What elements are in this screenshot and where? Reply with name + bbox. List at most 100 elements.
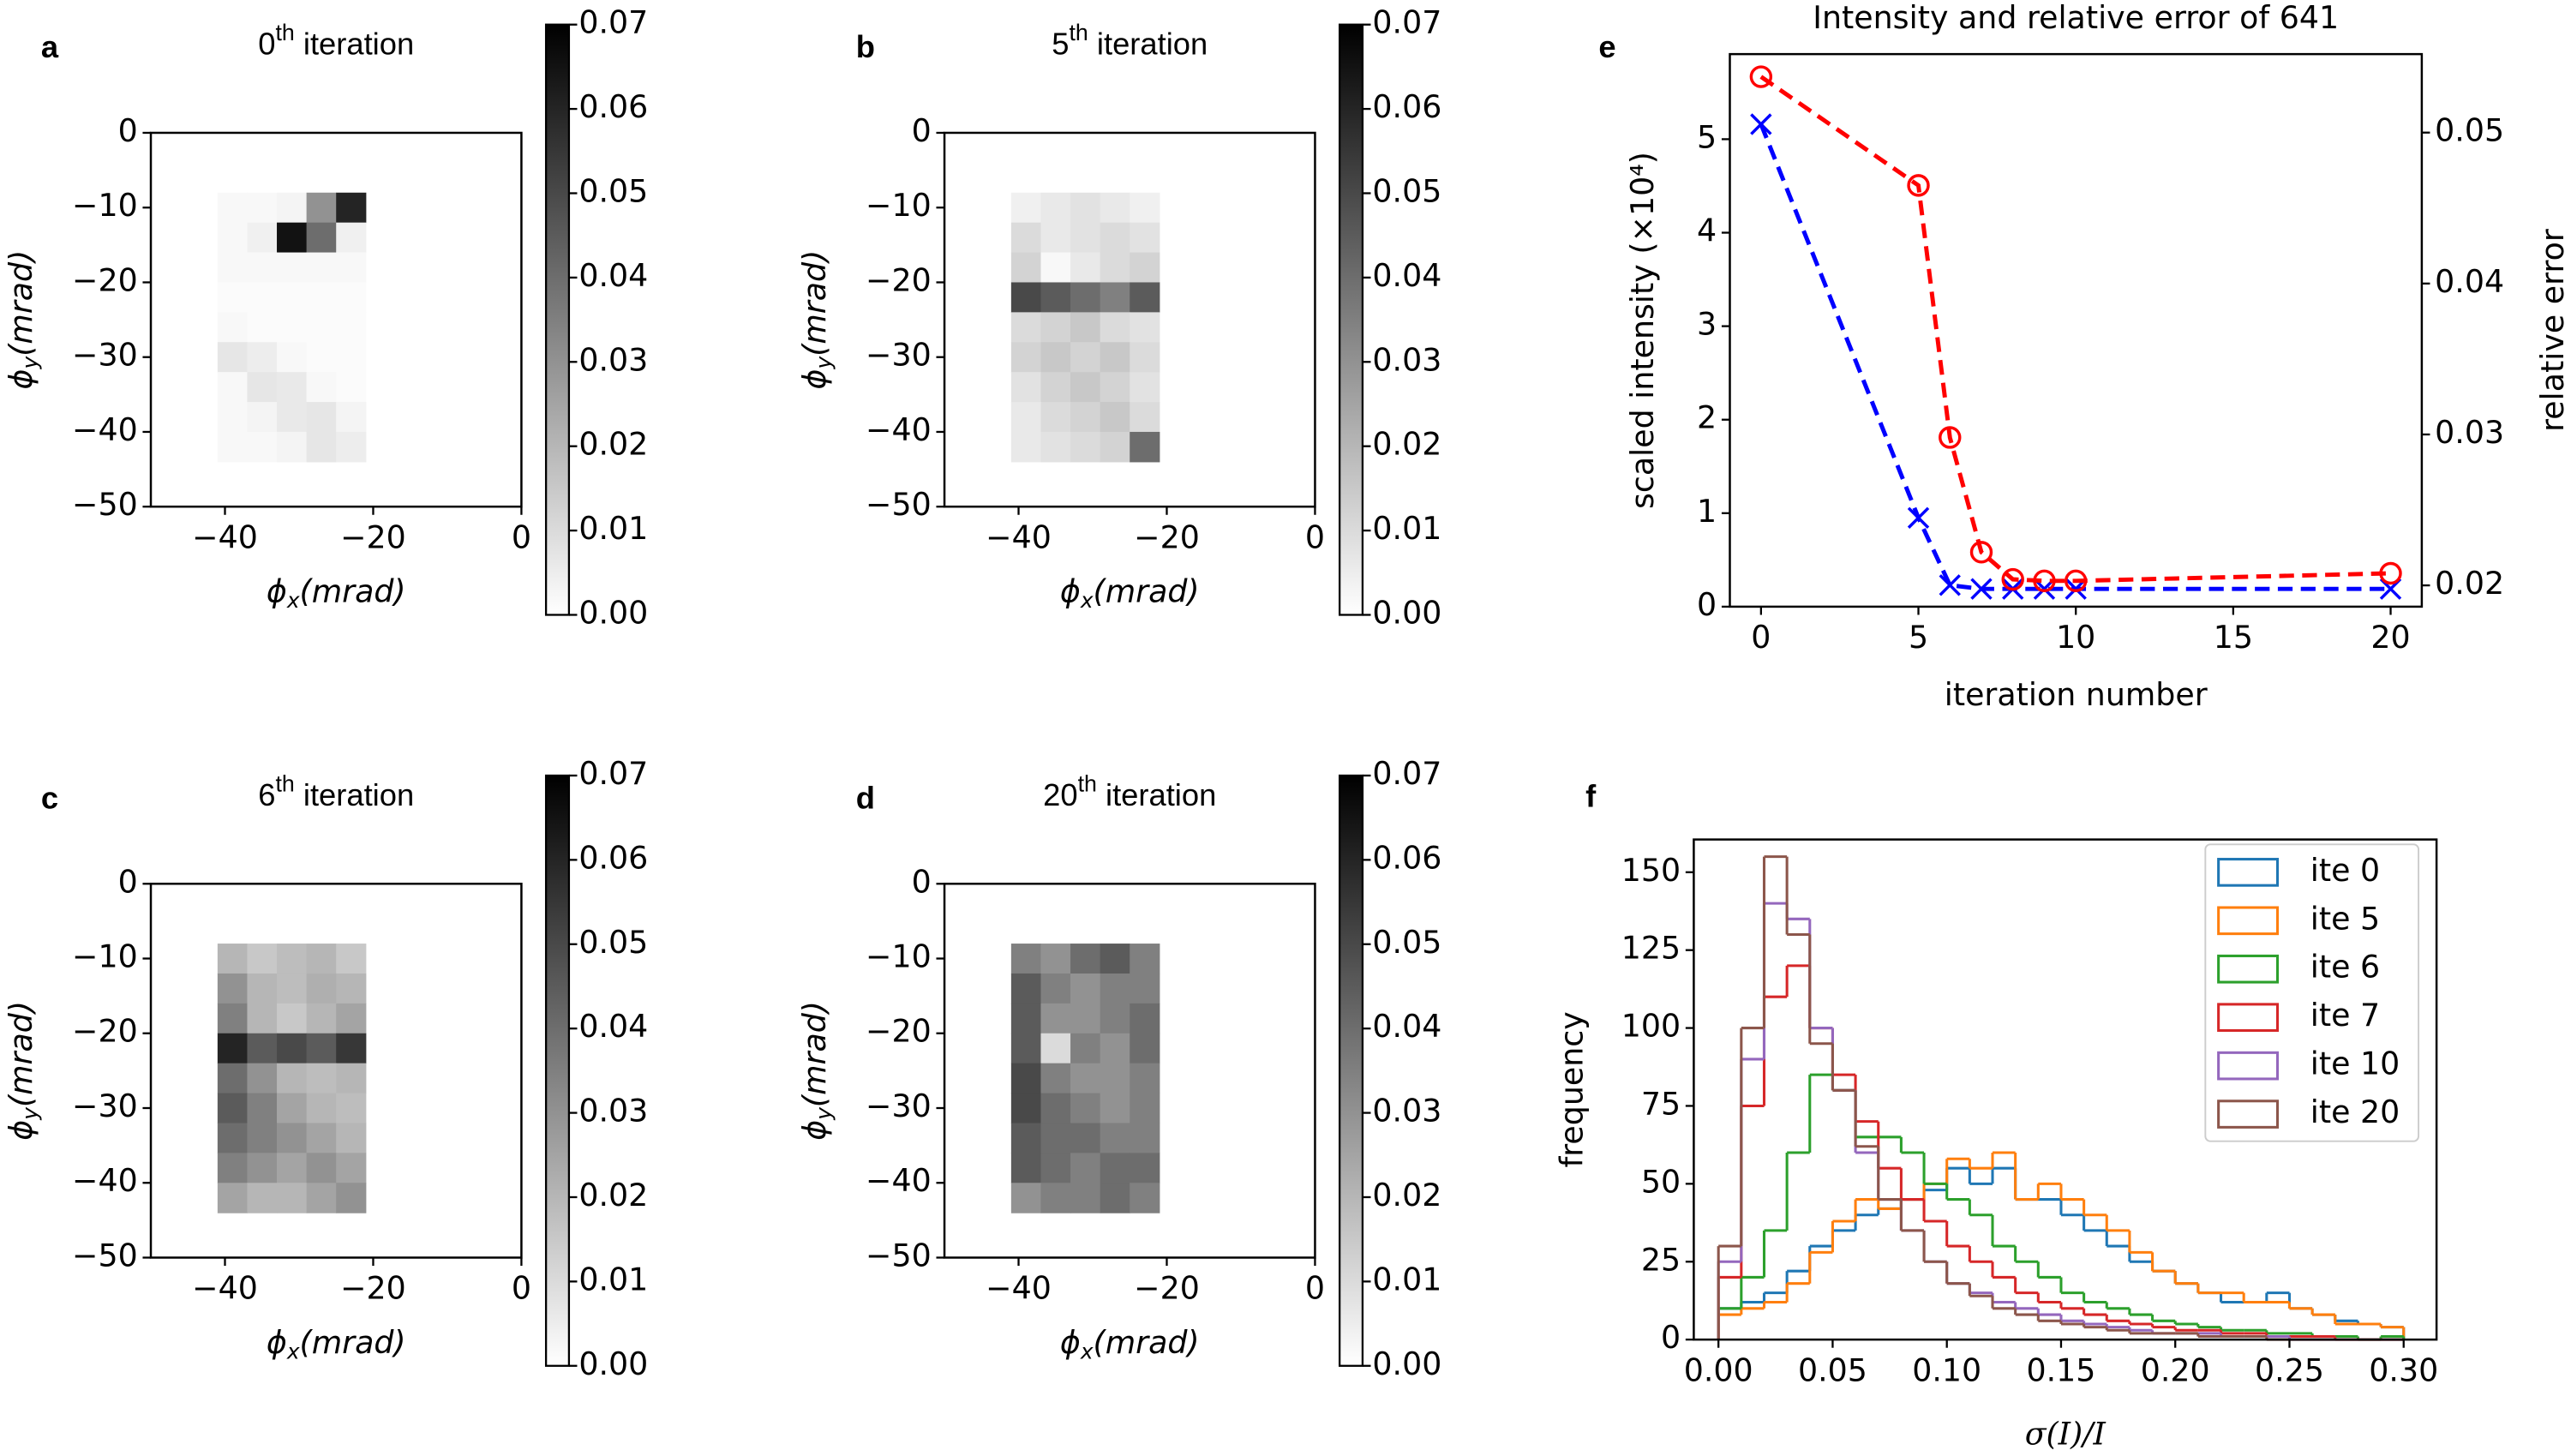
heatmap-cell	[1070, 431, 1101, 463]
y-tick-label: 125	[1621, 930, 1681, 967]
x-tick-label: −40	[986, 1270, 1052, 1307]
legend-label: ite 20	[2310, 1093, 2400, 1130]
x-tick-label: 0.25	[2255, 1351, 2324, 1388]
heatmap-cell	[247, 1153, 278, 1183]
heatmap-cell	[1040, 1093, 1071, 1124]
heatmap-cell	[1070, 1093, 1101, 1124]
panel-title: 6th iteration	[258, 771, 414, 812]
heatmap-cell	[1010, 1003, 1042, 1034]
heatmap-cell	[1100, 1153, 1130, 1183]
x-tick-label: 0.15	[2026, 1351, 2095, 1388]
heatmap-cell	[1130, 431, 1160, 463]
heatmap-cell	[277, 1183, 308, 1213]
plot-frame	[1729, 52, 2424, 608]
heatmap-cell	[1100, 1033, 1130, 1064]
heatmap-cell	[217, 944, 249, 974]
label-subscript: y	[17, 1107, 42, 1121]
title-rest: iteration	[1097, 776, 1216, 812]
heatmap-cell	[1100, 222, 1130, 254]
x-label: ϕx(mrad)	[267, 1324, 406, 1364]
y-label: ϕy(mrad)	[3, 250, 43, 390]
heatmap-cell	[1010, 342, 1042, 373]
heatmap-cell	[306, 1153, 337, 1183]
heatmap-cell	[1070, 1183, 1101, 1213]
heatmap-cell	[306, 282, 337, 313]
heatmap-cell	[247, 944, 278, 974]
label-unit: (mrad)	[3, 250, 39, 357]
heatmap-cell	[1130, 312, 1160, 343]
heatmap-cell	[1040, 312, 1071, 343]
y-tick-label: −40	[72, 411, 138, 448]
y-tick-label: 0	[1661, 1319, 1681, 1356]
colorbar-tick-label: 0.03	[578, 1093, 648, 1129]
heatmap-cell	[277, 372, 308, 403]
y-tick-label: 100	[1621, 1008, 1681, 1045]
y-tick-label: −30	[866, 337, 932, 374]
title-number: 5	[1052, 26, 1069, 61]
heatmap-cell	[217, 312, 249, 343]
colorbar-tick-label: 0.01	[1372, 1261, 1441, 1297]
heatmap-cell	[1040, 944, 1071, 974]
label-symbol: ϕ	[267, 573, 287, 610]
marker	[1907, 506, 1930, 529]
colorbar-tick-label: 0.02	[1372, 1177, 1441, 1213]
heatmap-cell	[277, 282, 308, 313]
heatmap-cell	[336, 402, 367, 433]
heatmap-cell	[1040, 342, 1071, 373]
heatmap-cell	[1070, 372, 1101, 403]
legend-box	[2204, 843, 2420, 1142]
plot-frame	[149, 131, 523, 508]
y-tick-label: 0.03	[2435, 414, 2504, 451]
heatmap-cell	[336, 431, 367, 463]
colorbar-tick-label: 0.04	[578, 1008, 648, 1045]
plot-frame	[149, 883, 523, 1259]
heatmap-cell	[1130, 1003, 1160, 1034]
x-tick-label: −20	[340, 1270, 406, 1307]
label-unit: (mrad)	[300, 573, 406, 610]
label-unit: (mrad)	[796, 1001, 833, 1107]
x-label: ϕx(mrad)	[1060, 1324, 1200, 1364]
heatmap-cell	[336, 1093, 367, 1124]
x-tick-label: −20	[340, 518, 406, 555]
title-superscript: th	[275, 20, 294, 45]
heatmap-cell	[306, 1033, 337, 1064]
heatmap-cell	[247, 312, 278, 343]
colorbar-tick-label: 0.00	[1372, 594, 1441, 631]
legend-label: ite 0	[2310, 852, 2380, 889]
colorbar-tick-label: 0.02	[1372, 426, 1441, 463]
heatmap-cell	[1070, 1063, 1101, 1094]
colorbar	[544, 23, 571, 616]
heatmap-cell	[217, 1123, 249, 1153]
x-tick-label: 0.10	[1912, 1351, 1981, 1388]
heatmap-cell	[277, 1003, 308, 1034]
heatmap-cell	[1070, 192, 1101, 224]
plot-frame	[1693, 838, 2438, 1341]
legend-swatch	[2217, 1051, 2280, 1081]
heatmap-cell	[247, 1063, 278, 1094]
heatmap-cell	[1130, 192, 1160, 224]
y-tick-label: 1	[1697, 493, 1717, 530]
heatmap-cell	[277, 1093, 308, 1124]
marker	[2001, 567, 2024, 591]
legend-swatch	[2217, 858, 2280, 887]
heatmap-cell	[1040, 192, 1071, 224]
heatmap-cell	[217, 1093, 249, 1124]
heatmap-cell	[1130, 1183, 1160, 1213]
heatmap-cell	[1130, 944, 1160, 974]
heatmap-cell	[277, 312, 308, 343]
title-rest: iteration	[295, 776, 414, 812]
y-tick-label: −20	[72, 261, 138, 298]
heatmap-cell	[247, 192, 278, 224]
heatmap-cell	[1010, 282, 1042, 313]
heatmap-cell	[336, 222, 367, 254]
heatmap-cell	[1100, 192, 1130, 224]
panel-label: f	[1585, 778, 1597, 813]
heatmap-cell	[1040, 222, 1071, 254]
heatmap-cell	[1010, 312, 1042, 343]
heatmap-cell	[1010, 1063, 1042, 1094]
heatmap-cell	[1040, 1003, 1071, 1034]
x-tick-label: 15	[2214, 619, 2253, 656]
marker	[1939, 574, 1961, 596]
heatmap-cell	[336, 1003, 367, 1034]
heatmap-cell	[1010, 431, 1042, 463]
